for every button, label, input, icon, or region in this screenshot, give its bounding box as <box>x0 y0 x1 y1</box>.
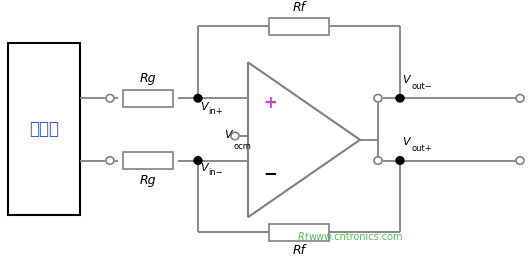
Text: out−: out− <box>411 82 432 91</box>
Circle shape <box>374 94 382 102</box>
Text: Rf: Rf <box>293 244 305 257</box>
Circle shape <box>516 94 524 102</box>
Text: V: V <box>225 130 232 140</box>
Text: Rf: Rf <box>293 1 305 14</box>
Text: out+: out+ <box>411 144 431 153</box>
Bar <box>8 44 80 215</box>
Bar <box>269 18 329 35</box>
Bar <box>269 224 329 241</box>
Circle shape <box>106 157 114 164</box>
Text: in+: in+ <box>208 107 222 116</box>
Text: Rg: Rg <box>140 72 156 85</box>
Text: Rg: Rg <box>140 174 156 187</box>
Text: ocm: ocm <box>233 142 251 151</box>
Bar <box>123 90 173 107</box>
Text: f: f <box>305 233 308 242</box>
Text: V: V <box>200 102 207 112</box>
Circle shape <box>194 94 202 102</box>
Text: −: − <box>263 164 277 182</box>
Text: V: V <box>402 75 410 85</box>
Text: 信号源: 信号源 <box>29 120 59 138</box>
Text: R: R <box>298 232 305 242</box>
Circle shape <box>106 94 114 102</box>
Circle shape <box>516 157 524 164</box>
Text: www.cntronics.com: www.cntronics.com <box>309 232 403 242</box>
Text: +: + <box>263 94 277 112</box>
Circle shape <box>396 157 404 164</box>
Circle shape <box>231 132 239 140</box>
Circle shape <box>374 157 382 164</box>
Text: in−: in− <box>208 168 223 177</box>
Circle shape <box>194 157 202 164</box>
Circle shape <box>396 94 404 102</box>
Text: V: V <box>200 163 207 173</box>
Text: V: V <box>402 137 410 147</box>
Bar <box>123 152 173 169</box>
